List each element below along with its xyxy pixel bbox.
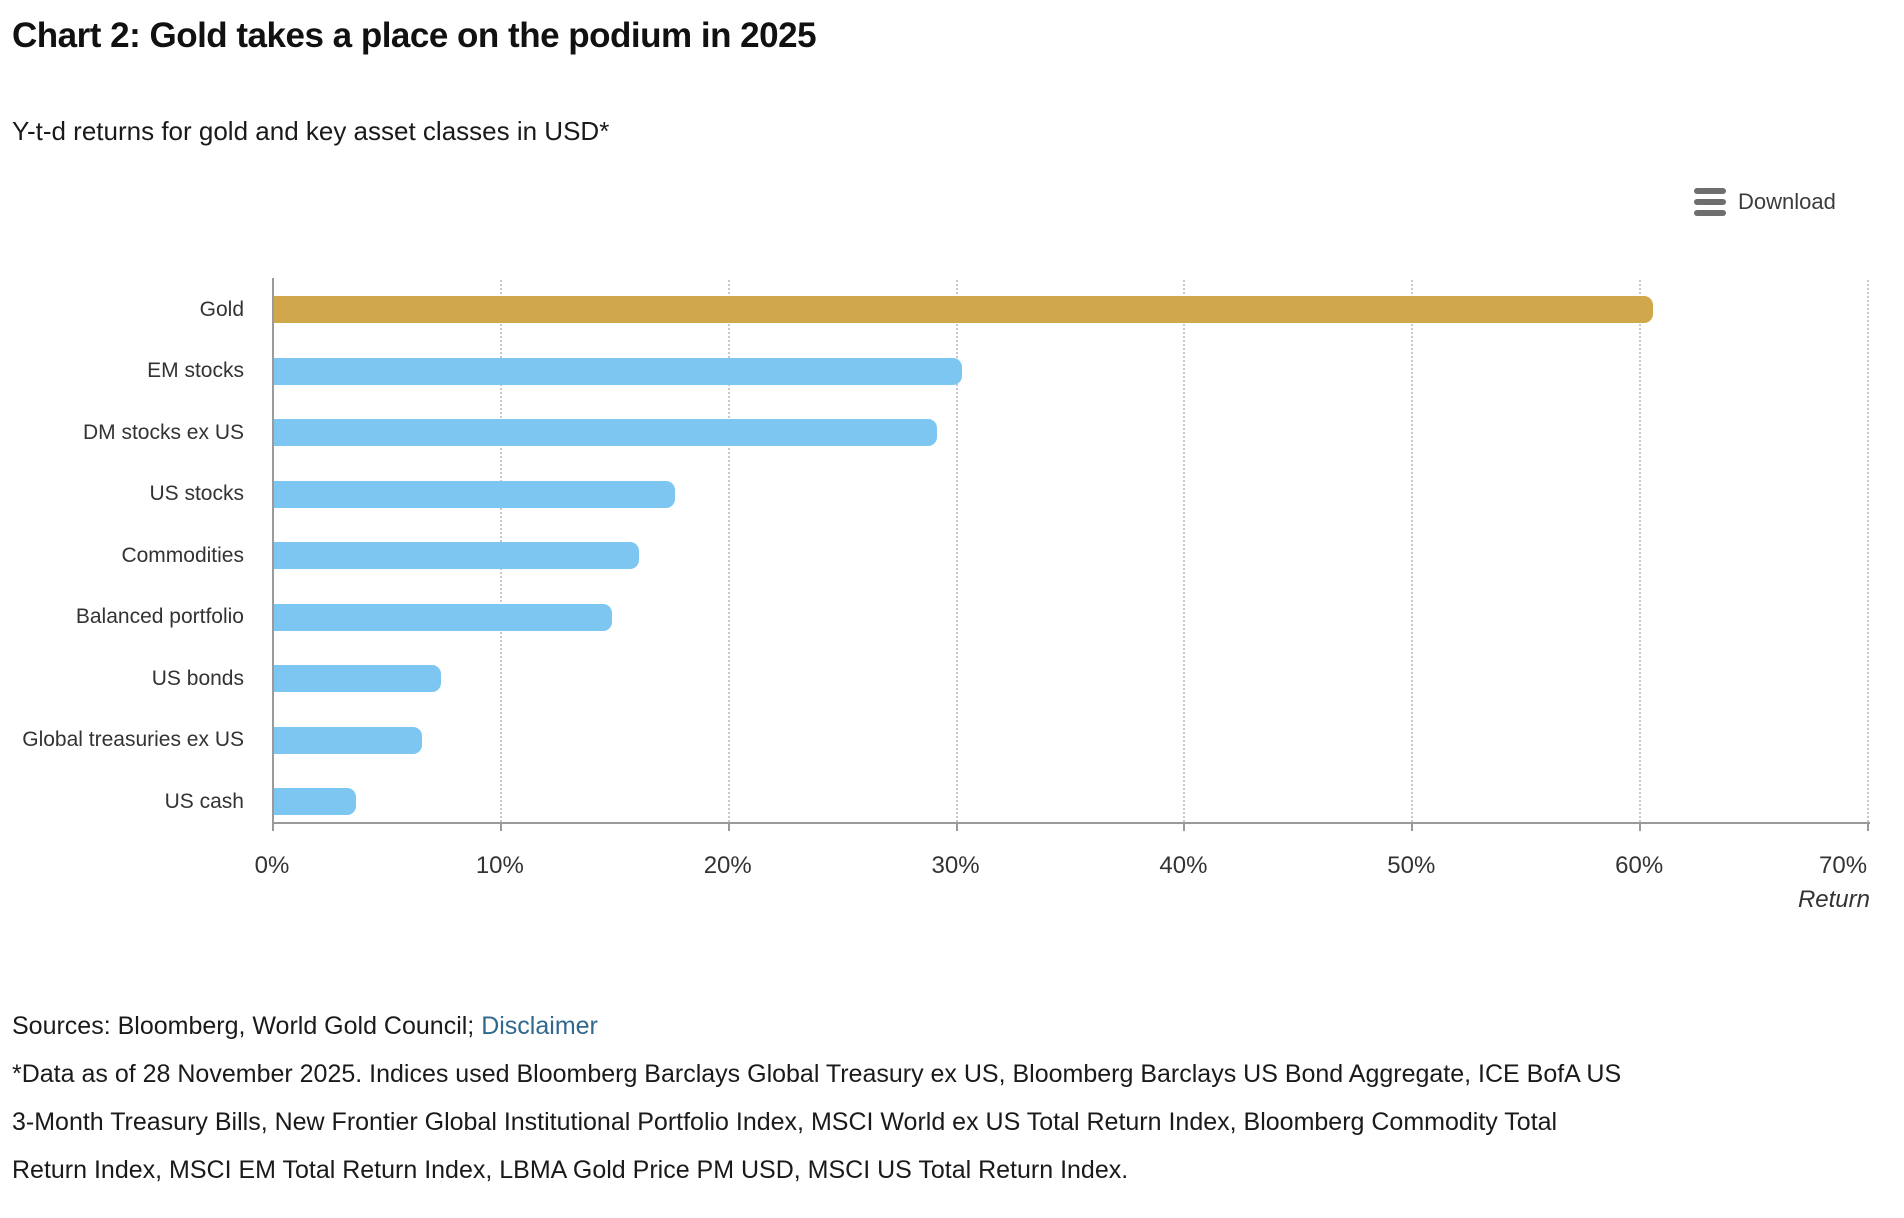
gridline-20% bbox=[727, 280, 730, 822]
category-label-us-cash: US cash bbox=[164, 789, 244, 813]
x-tickmark-0% bbox=[272, 824, 274, 831]
x-tickmark-10% bbox=[499, 824, 502, 831]
x-tick-label-10%: 10% bbox=[475, 852, 524, 879]
chart-subtitle: Y-t-d returns for gold and key asset cla… bbox=[12, 116, 610, 146]
gridline-60% bbox=[1639, 280, 1642, 822]
x-axis-line bbox=[272, 822, 1870, 824]
x-tickmark-30% bbox=[955, 824, 958, 831]
x-tickmark-70% bbox=[1867, 824, 1870, 831]
x-tick-label-40%: 40% bbox=[1159, 852, 1208, 879]
x-tickmark-20% bbox=[727, 824, 730, 831]
x-tick-label-30%: 30% bbox=[931, 852, 980, 879]
bar-us-bonds[interactable] bbox=[274, 665, 441, 692]
sources-line: Sources: Bloomberg, World Gold Council; … bbox=[12, 1002, 1902, 1050]
category-label-gold: Gold bbox=[199, 297, 244, 321]
category-label-global-treasuries-ex-us: Global treasuries ex US bbox=[22, 728, 244, 751]
footnote-block: *Data as of 28 November 2025. Indices us… bbox=[12, 1050, 1902, 1194]
gridline-70% bbox=[1867, 280, 1870, 822]
download-button[interactable]: Download bbox=[1694, 188, 1836, 216]
category-label-em-stocks: EM stocks bbox=[147, 359, 244, 382]
page-title: Chart 2: Gold takes a place on the podiu… bbox=[12, 16, 817, 55]
x-tick-label-60%: 60% bbox=[1615, 852, 1664, 879]
x-tick-label-50%: 50% bbox=[1387, 852, 1436, 879]
gridline-40% bbox=[1183, 280, 1186, 822]
bar-dm-stocks-ex-us[interactable] bbox=[274, 419, 938, 446]
category-label-us-bonds: US bonds bbox=[151, 666, 244, 690]
x-tick-label-20%: 20% bbox=[703, 852, 752, 879]
footnote-line-1: *Data as of 28 November 2025. Indices us… bbox=[12, 1060, 1622, 1088]
category-label-balanced-portfolio: Balanced portfolio bbox=[75, 605, 244, 628]
bar-em-stocks[interactable] bbox=[274, 357, 963, 385]
y-axis-line bbox=[272, 278, 274, 822]
bar-us-cash[interactable] bbox=[274, 788, 357, 815]
x-tick-label-0%: 0% bbox=[254, 852, 290, 879]
hamburger-menu-icon bbox=[1694, 188, 1726, 216]
footnote-line-3: Return Index, MSCI EM Total Return Index… bbox=[12, 1156, 1129, 1184]
category-label-commodities: Commodities bbox=[121, 543, 244, 567]
bar-balanced-portfolio[interactable] bbox=[274, 603, 612, 631]
category-label-us-stocks: US stocks bbox=[149, 482, 244, 505]
chart-footer: Sources: Bloomberg, World Gold Council; … bbox=[12, 1002, 1902, 1194]
disclaimer-link[interactable]: Disclaimer bbox=[481, 1012, 598, 1040]
bar-commodities[interactable] bbox=[274, 542, 639, 569]
footnote-line-2: 3-Month Treasury Bills, New Frontier Glo… bbox=[12, 1108, 1558, 1136]
x-tickmark-60% bbox=[1639, 824, 1642, 831]
download-button-label: Download bbox=[1738, 189, 1836, 214]
bar-global-treasuries-ex-us[interactable] bbox=[274, 726, 423, 754]
gridline-30% bbox=[955, 280, 958, 822]
gridline-50% bbox=[1411, 280, 1414, 822]
bar-us-stocks[interactable] bbox=[274, 480, 676, 508]
x-tick-label-70%: 70% bbox=[1818, 852, 1868, 879]
x-tickmark-40% bbox=[1183, 824, 1186, 831]
bar-gold[interactable] bbox=[274, 296, 1653, 323]
category-label-dm-stocks-ex-us: DM stocks ex US bbox=[82, 420, 244, 444]
x-axis-title: Return bbox=[1797, 886, 1870, 913]
x-tickmark-50% bbox=[1411, 824, 1414, 831]
sources-text: Sources: Bloomberg, World Gold Council; bbox=[12, 1012, 475, 1040]
